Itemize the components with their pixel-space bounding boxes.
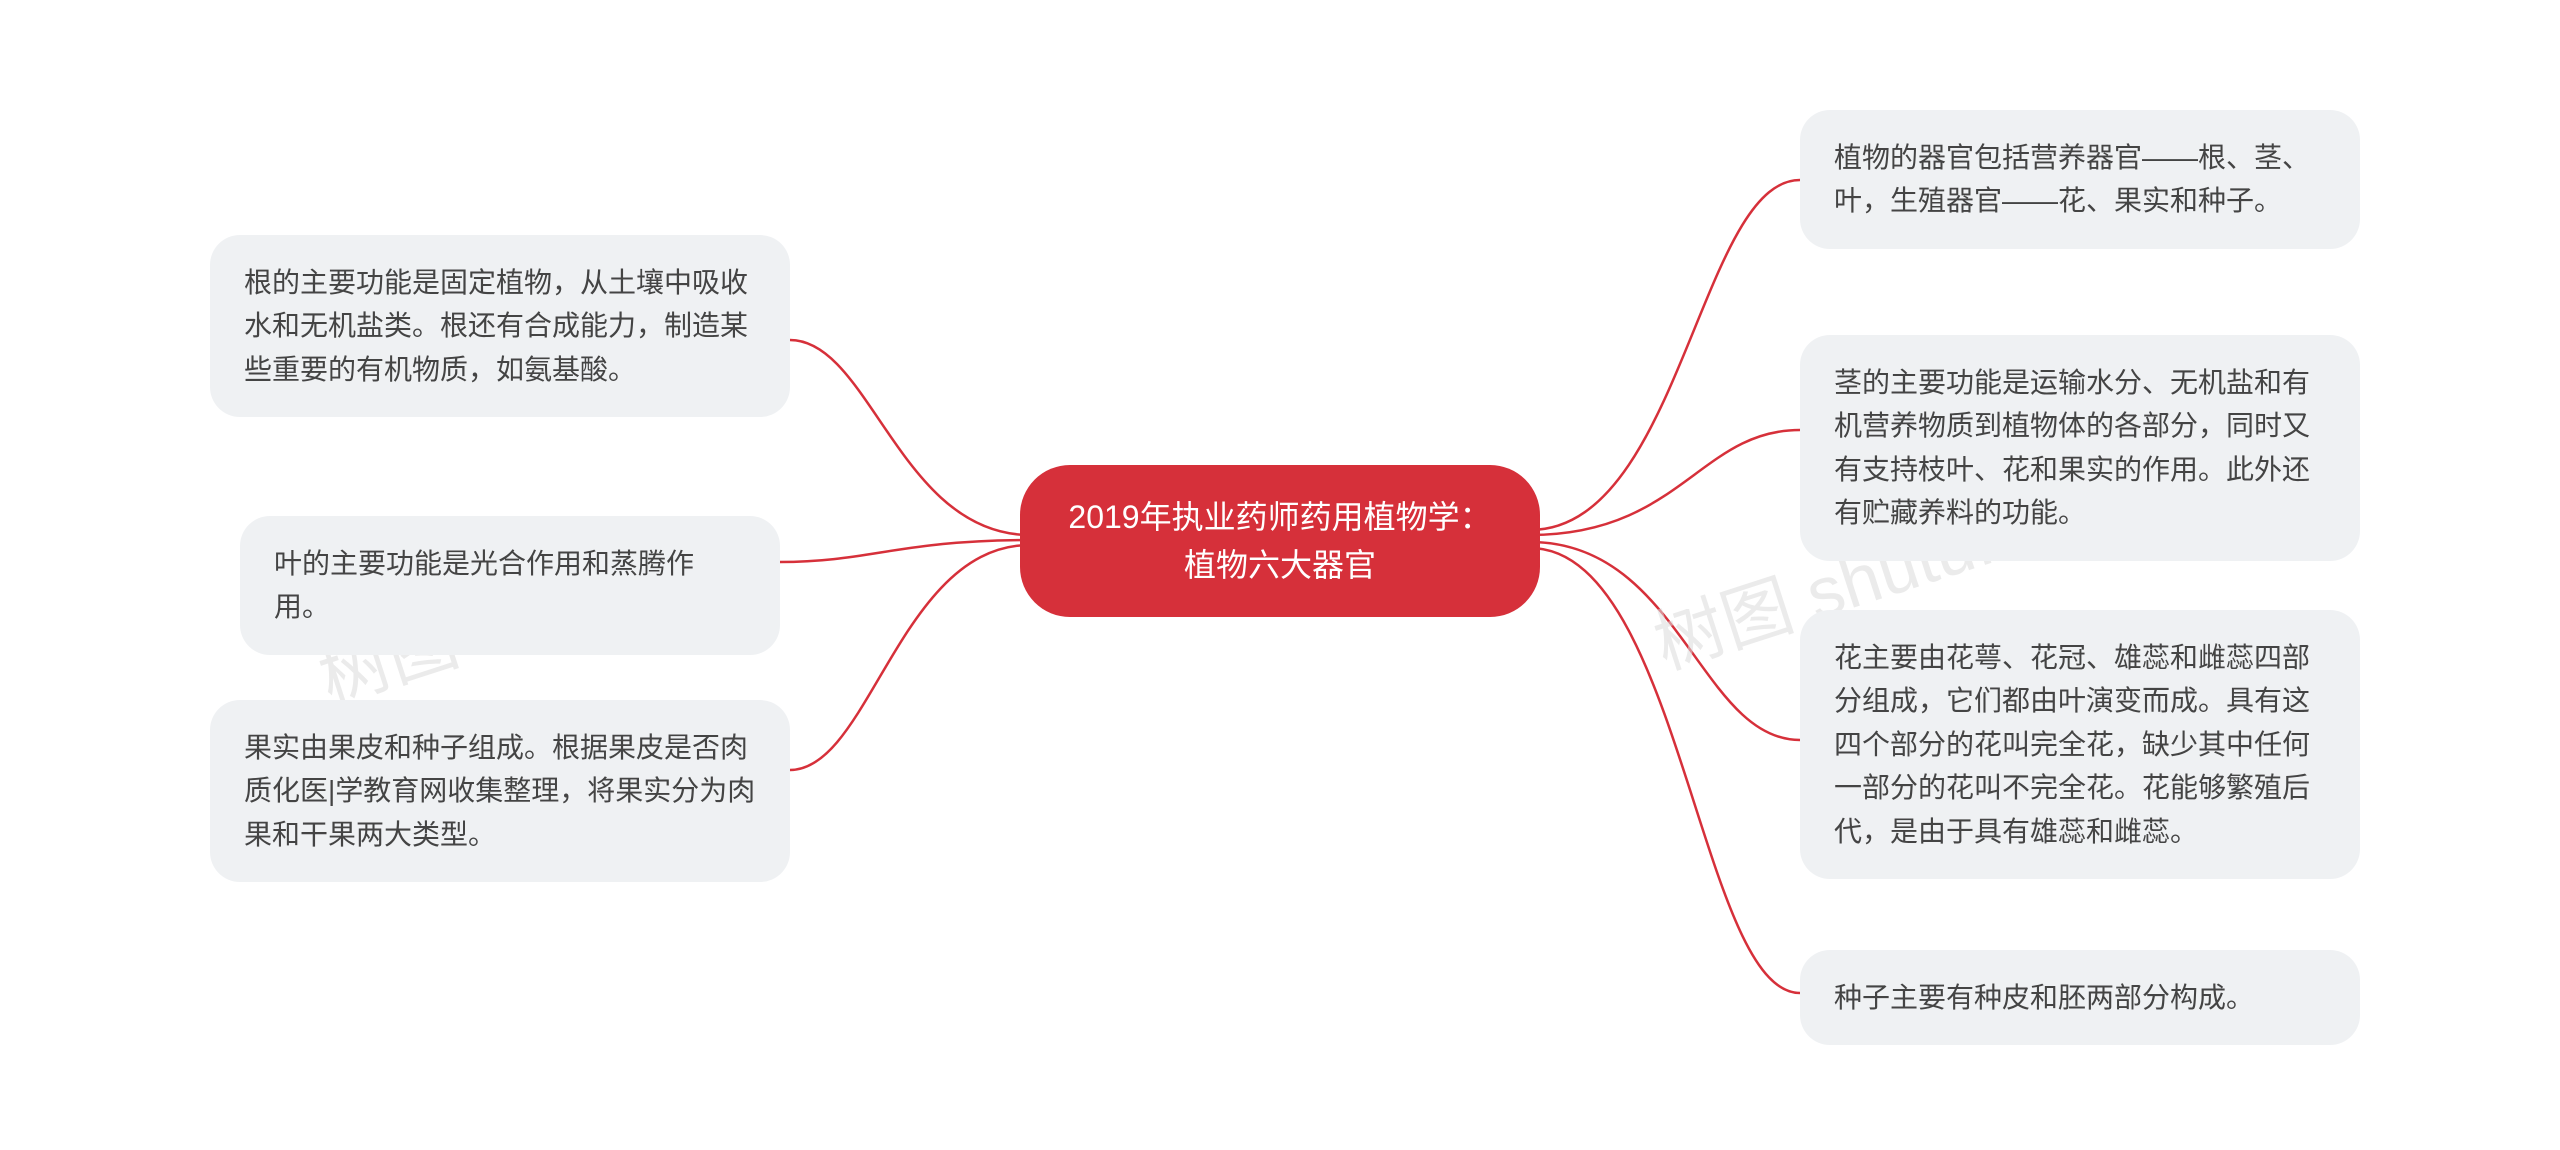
leaf-node-text: 植物的器官包括营养器官——根、茎、叶，生殖器官——花、果实和种子。 xyxy=(1834,142,2310,216)
leaf-node-text: 茎的主要功能是运输水分、无机盐和有机营养物质到植物体的各部分，同时又有支持枝叶、… xyxy=(1834,367,2310,528)
center-node-text: 2019年执业药师药用植物学：植物六大器官 xyxy=(1068,499,1491,583)
leaf-node-left-2: 果实由果皮和种子组成。根据果皮是否肉质化医|学教育网收集整理，将果实分为肉果和干… xyxy=(210,700,790,882)
center-node: 2019年执业药师药用植物学：植物六大器官 xyxy=(1020,465,1540,617)
leaf-node-text: 根的主要功能是固定植物，从土壤中吸收水和无机盐类。根还有合成能力，制造某些重要的… xyxy=(244,267,748,385)
leaf-node-left-1: 叶的主要功能是光合作用和蒸腾作用。 xyxy=(240,516,780,655)
leaf-node-right-3: 种子主要有种皮和胚两部分构成。 xyxy=(1800,950,2360,1045)
leaf-node-left-0: 根的主要功能是固定植物，从土壤中吸收水和无机盐类。根还有合成能力，制造某些重要的… xyxy=(210,235,790,417)
leaf-node-right-2: 花主要由花萼、花冠、雄蕊和雌蕊四部分组成，它们都由叶演变而成。具有这四个部分的花… xyxy=(1800,610,2360,879)
leaf-node-text: 种子主要有种皮和胚两部分构成。 xyxy=(1834,982,2254,1013)
leaf-node-right-1: 茎的主要功能是运输水分、无机盐和有机营养物质到植物体的各部分，同时又有支持枝叶、… xyxy=(1800,335,2360,561)
leaf-node-right-0: 植物的器官包括营养器官——根、茎、叶，生殖器官——花、果实和种子。 xyxy=(1800,110,2360,249)
leaf-node-text: 叶的主要功能是光合作用和蒸腾作用。 xyxy=(274,548,694,622)
leaf-node-text: 果实由果皮和种子组成。根据果皮是否肉质化医|学教育网收集整理，将果实分为肉果和干… xyxy=(244,732,755,850)
mindmap-canvas: 树图 shutu.cn 树图 shutu.cn 2019年执业药师药用植物学：植… xyxy=(0,0,2560,1150)
leaf-node-text: 花主要由花萼、花冠、雄蕊和雌蕊四部分组成，它们都由叶演变而成。具有这四个部分的花… xyxy=(1834,642,2310,847)
